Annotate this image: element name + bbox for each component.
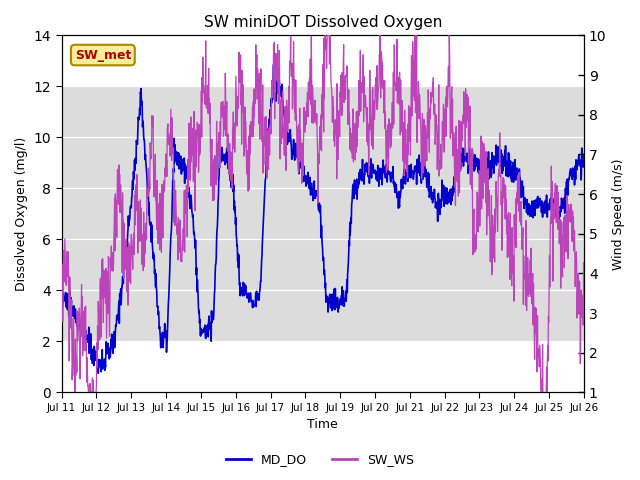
Text: SW_met: SW_met <box>75 48 131 61</box>
Y-axis label: Wind Speed (m/s): Wind Speed (m/s) <box>612 158 625 270</box>
Title: SW miniDOT Dissolved Oxygen: SW miniDOT Dissolved Oxygen <box>204 15 442 30</box>
Legend: MD_DO, SW_WS: MD_DO, SW_WS <box>221 448 419 471</box>
X-axis label: Time: Time <box>307 419 338 432</box>
Y-axis label: Dissolved Oxygen (mg/l): Dissolved Oxygen (mg/l) <box>15 137 28 291</box>
Bar <box>61 86 584 341</box>
